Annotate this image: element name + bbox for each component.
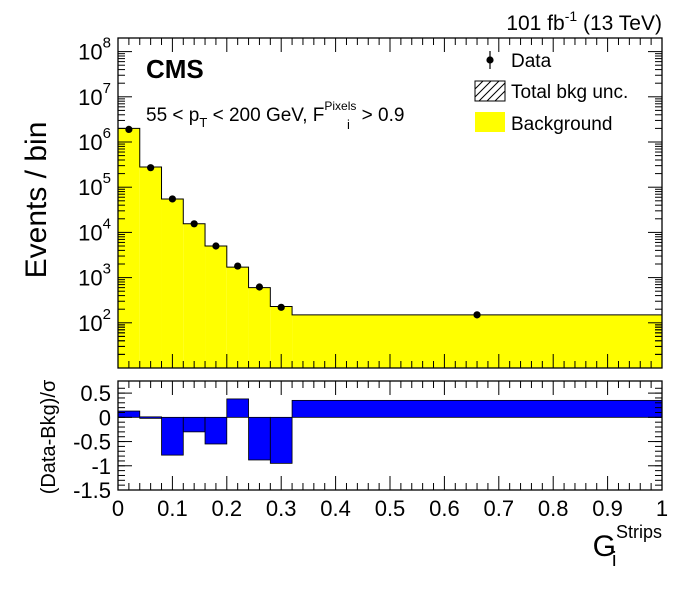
ratio-bar	[161, 416, 184, 456]
y-tick-label: 107	[78, 80, 111, 110]
data-point	[147, 164, 155, 172]
background-bar	[183, 223, 206, 368]
x-tick-label: 0.3	[266, 496, 297, 521]
x-tick-label: 0.7	[484, 496, 515, 521]
ratio-bar	[182, 416, 206, 433]
ratio-y-tick-label: -1	[91, 454, 111, 479]
ratio-bar	[117, 410, 141, 418]
x-tick-label: 0.2	[212, 496, 243, 521]
data-point	[277, 303, 285, 311]
data-points	[125, 125, 481, 319]
legend-data-marker	[486, 56, 494, 64]
ratio-y-axis-title: (Data-Bkg)/σ	[38, 379, 60, 494]
x-tick-label: 0	[112, 496, 124, 521]
background-bar	[248, 287, 271, 368]
data-point	[234, 262, 242, 270]
ratio-bar	[291, 399, 663, 418]
y-tick-label: 103	[78, 261, 111, 291]
y-tick-label: 106	[78, 125, 111, 155]
ratio-panel: 0.50-0.5-1-1.50 0.1 0.2 0.3 0.4 0.5 0.6 0.7 0.8 0…	[38, 379, 668, 571]
ratio-bars	[117, 398, 663, 464]
ratio-y-tick-label: -1.5	[73, 478, 111, 503]
legend-background-label: Background	[511, 114, 612, 135]
data-point	[212, 242, 220, 250]
ratio-y-tick-label: -0.5	[73, 430, 111, 455]
data-point	[255, 283, 264, 291]
legend-unc-swatch	[474, 80, 506, 102]
ratio-bar	[269, 416, 293, 464]
data-point	[125, 125, 133, 134]
ratio-y-tick-label: 0.5	[80, 381, 111, 406]
ratio-bar	[226, 398, 249, 418]
background-bar	[292, 314, 662, 368]
background-bar	[118, 128, 140, 368]
background-bar	[205, 246, 227, 368]
x-axis-title-subscript: i	[612, 549, 616, 571]
background-histogram	[118, 128, 662, 368]
cms-label: CMS	[146, 54, 204, 84]
main-axis-ticks: 102 103 104 105 106 107 108	[78, 35, 663, 369]
y-tick-label: 108	[78, 35, 111, 65]
ratio-y-tick-label: 0	[99, 405, 111, 430]
legend: Data Total bkg unc. Background	[474, 51, 628, 135]
y-tick-label: 104	[78, 215, 111, 245]
background-bar	[139, 166, 162, 368]
selection-label: 55 < pT < 200 GeV, FPixels > 0.9	[146, 99, 404, 130]
x-tick-label: 1	[656, 496, 668, 521]
x-tick-label: 0.9	[592, 496, 623, 521]
data-point	[473, 311, 481, 319]
x-tick-label: 0.4	[320, 496, 351, 521]
main-panel: 102 103 104 105 106 107 108 CMS 55 < pT < 200 …	[20, 35, 663, 369]
y-axis-title: Events / bin	[20, 122, 53, 279]
x-tick-label: 0.5	[375, 496, 406, 521]
ratio-axis-ticks: 0.50-0.5-1-1.50 0.1 0.2 0.3 0.4 0.5 0.6 0.7 0.8 0…	[73, 381, 668, 521]
ratio-bar	[248, 416, 271, 461]
luminosity-label: 101 fb-1 (13 TeV)	[506, 8, 662, 35]
x-tick-label: 0.8	[538, 496, 569, 521]
data-point	[168, 195, 176, 203]
background-bar	[226, 267, 249, 368]
legend-background-swatch	[475, 112, 505, 132]
ratio-frame	[117, 380, 663, 491]
y-tick-label: 102	[78, 306, 111, 336]
data-point	[190, 220, 198, 228]
x-tick-label: 0.6	[429, 496, 460, 521]
y-tick-label: 105	[78, 170, 111, 200]
background-outline	[117, 127, 662, 368]
selection-f-subscript: i	[347, 117, 350, 132]
ratio-bar	[204, 416, 228, 445]
x-tick-label: 0.1	[157, 496, 188, 521]
legend-unc-label: Total bkg unc.	[511, 82, 628, 103]
background-step-line	[117, 127, 662, 368]
x-axis-title: GStrips	[593, 522, 662, 563]
background-bar	[270, 306, 293, 368]
background-bar	[161, 198, 184, 368]
legend-data-label: Data	[511, 51, 552, 72]
ratio-bar	[139, 416, 162, 419]
